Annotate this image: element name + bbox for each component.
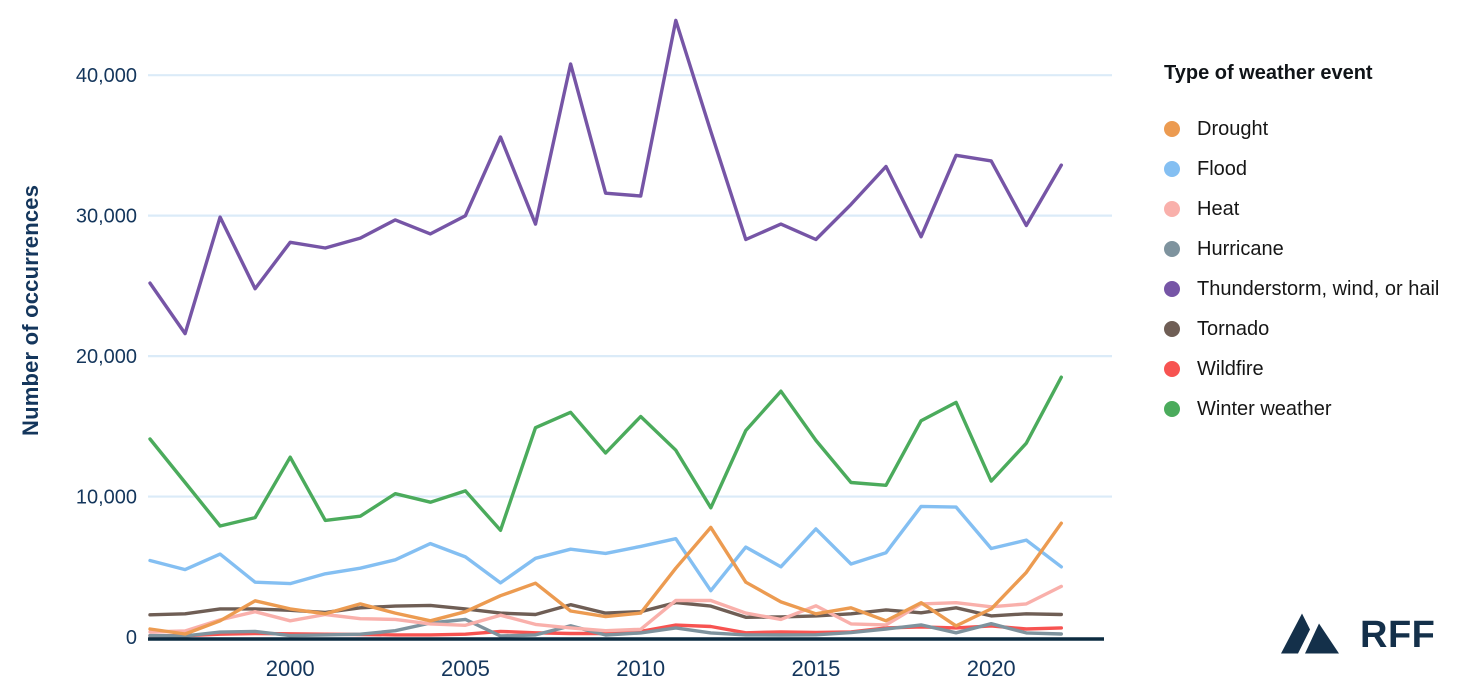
legend-swatch-icon xyxy=(1164,201,1180,217)
legend-title: Type of weather event xyxy=(1164,62,1373,84)
series-line-hurricane xyxy=(148,617,1064,638)
legend-label: Wildfire xyxy=(1197,357,1264,380)
x-tick-label: 2015 xyxy=(791,656,840,681)
series-line-winter-weather xyxy=(148,375,1064,532)
legend-swatch-icon xyxy=(1164,321,1180,337)
legend-label: Tornado xyxy=(1197,317,1270,340)
legend-item-tornado: Tornado xyxy=(1164,309,1480,349)
rff-logo-text: RFF xyxy=(1360,614,1436,656)
x-axis-tick-labels: 2000 2005 2010 2015 2020 xyxy=(266,656,1016,681)
legend-items: Drought Flood Heat Hurricane Thunderstorm, w… xyxy=(1164,109,1480,429)
legend-label: Winter weather xyxy=(1197,397,1332,420)
series-line-drought xyxy=(148,521,1064,636)
legend-label: Heat xyxy=(1197,197,1240,220)
x-tick-label: 2010 xyxy=(616,656,665,681)
y-tick-label: 20,000 xyxy=(76,346,137,368)
series-lines xyxy=(148,18,1064,638)
y-tick-label: 40,000 xyxy=(76,65,137,87)
y-tick-label: 30,000 xyxy=(76,206,137,228)
y-axis-title: Number of occurrences xyxy=(18,184,43,436)
legend-item-drought: Drought xyxy=(1164,109,1480,149)
series-line-flood xyxy=(148,504,1064,593)
legend-item-heat: Heat xyxy=(1164,189,1480,229)
gridlines xyxy=(148,74,1112,498)
legend-label: Flood xyxy=(1197,157,1248,180)
legend-label: Thunderstorm, wind, or hail xyxy=(1197,277,1440,300)
x-tick-label: 2000 xyxy=(266,656,315,681)
legend-item-thunderstorm-wind-or-hail: Thunderstorm, wind, or hail xyxy=(1164,269,1480,309)
legend-swatch-icon xyxy=(1164,281,1180,297)
x-tick-label: 2005 xyxy=(441,656,490,681)
legend-item-flood: Flood xyxy=(1164,149,1480,189)
y-tick-label: 10,000 xyxy=(76,487,137,509)
legend-swatch-icon xyxy=(1164,361,1180,377)
series-line-heat xyxy=(148,584,1064,634)
legend-item-winter-weather: Winter weather xyxy=(1164,389,1480,429)
series-line-thunderstorm-wind-or-hail xyxy=(148,18,1064,336)
y-axis-tick-labels: 0 10,000 20,000 30,000 40,000 xyxy=(76,65,137,649)
x-tick-label: 2020 xyxy=(967,656,1016,681)
legend-label: Hurricane xyxy=(1197,237,1284,260)
legend-swatch-icon xyxy=(1164,161,1180,177)
legend-label: Drought xyxy=(1197,117,1269,140)
rff-mountains-icon xyxy=(1281,613,1339,654)
legend-item-hurricane: Hurricane xyxy=(1164,229,1480,269)
legend-item-wildfire: Wildfire xyxy=(1164,349,1480,389)
rff-logo: RFF xyxy=(1281,611,1435,655)
legend-swatch-icon xyxy=(1164,121,1180,137)
legend: Type of weather event Drought Flood Heat Hu… xyxy=(1164,62,1480,429)
legend-swatch-icon xyxy=(1164,401,1180,417)
y-tick-label: 0 xyxy=(126,627,137,649)
legend-swatch-icon xyxy=(1164,241,1180,257)
